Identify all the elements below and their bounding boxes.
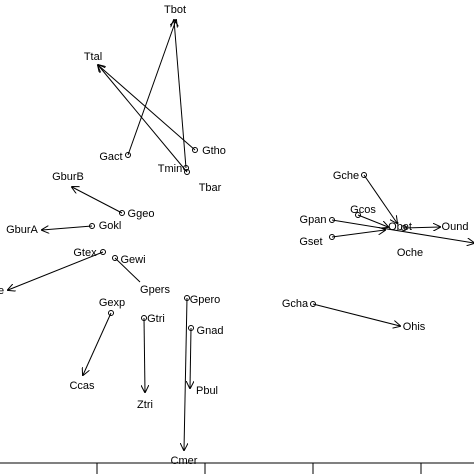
- start-point: [310, 301, 316, 307]
- arrow: [127, 20, 176, 156]
- node-label: Gpers: [140, 284, 170, 296]
- node-label: Gpan: [300, 214, 327, 226]
- node-label: Obet: [388, 221, 412, 233]
- node-label: Ccas: [69, 380, 95, 392]
- start-point: [192, 147, 198, 153]
- arrow: [72, 187, 123, 214]
- arrow: [114, 257, 141, 283]
- arrow: [403, 227, 440, 228]
- arrow: [331, 219, 474, 243]
- arrow: [98, 65, 188, 173]
- node-label: Gcha: [282, 298, 309, 310]
- start-point: [329, 234, 335, 240]
- node-label: Gset: [299, 236, 322, 248]
- arrow: [83, 312, 112, 375]
- start-point: [361, 172, 367, 178]
- node-label: Gpero: [190, 294, 221, 306]
- arrow: [190, 327, 191, 388]
- arrow: [184, 297, 187, 450]
- node-label: Pbul: [196, 385, 218, 397]
- start-point: [125, 152, 131, 158]
- node-label: Gtho: [202, 145, 226, 157]
- node-label: Tbot: [164, 4, 186, 16]
- node-label: Ttal: [84, 51, 102, 63]
- axis: [0, 462, 474, 474]
- arrow: [144, 317, 145, 392]
- node-label: Gewi: [120, 254, 145, 266]
- start-point: [119, 210, 125, 216]
- arrow: [363, 174, 397, 223]
- start-point: [188, 325, 194, 331]
- node-label: Cmer: [171, 455, 198, 467]
- node-label: Ound: [442, 221, 469, 233]
- arrow: [312, 303, 400, 326]
- node-label: Gtri: [147, 313, 165, 325]
- node-label: Gexp: [99, 297, 125, 309]
- node-label: Gche: [333, 170, 359, 182]
- start-point: [100, 249, 106, 255]
- node-label: Gact: [99, 151, 122, 163]
- node-label: GburA: [6, 224, 38, 236]
- node-label: e: [0, 285, 4, 297]
- arrow: [8, 251, 104, 290]
- arrow: [331, 230, 385, 238]
- arrows: [8, 20, 474, 450]
- node-label: Tmin: [158, 163, 182, 175]
- arrow: [174, 20, 187, 169]
- start-point: [355, 212, 361, 218]
- node-label: Gokl: [99, 220, 122, 232]
- labels: Tbot Ttal Gtho Gact Tmin Tbar GburB Ggeo Gokl Gbu…: [0, 4, 468, 467]
- node-label: Oche: [397, 247, 423, 259]
- arrow: [357, 214, 388, 227]
- start-point: [329, 217, 335, 223]
- start-point: [108, 310, 114, 316]
- node-label: Gcos: [350, 204, 376, 216]
- start-point: [184, 169, 190, 175]
- arrow: [98, 65, 196, 151]
- node-label: Ohis: [403, 321, 426, 333]
- node-label: GburB: [52, 171, 84, 183]
- start-point: [184, 295, 190, 301]
- arrow: [42, 226, 93, 230]
- start-point: [141, 315, 147, 321]
- node-label: Tbar: [199, 182, 222, 194]
- start-point: [89, 223, 95, 229]
- node-label: Gnad: [197, 325, 224, 337]
- start-point: [401, 225, 407, 231]
- node-label: Ztri: [137, 399, 153, 411]
- start-point: [112, 255, 118, 261]
- node-label: Gtex: [73, 247, 97, 259]
- node-label: Ggeo: [128, 208, 155, 220]
